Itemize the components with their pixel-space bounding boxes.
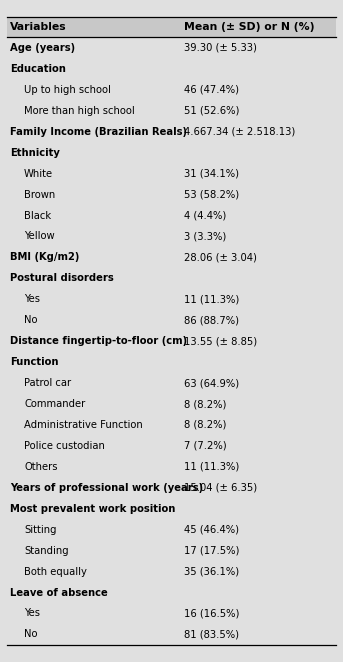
Text: Commander: Commander	[24, 399, 85, 409]
Text: 63 (64.9%): 63 (64.9%)	[184, 378, 239, 388]
Text: BMI (Kg/m2): BMI (Kg/m2)	[10, 252, 80, 262]
Text: 11 (11.3%): 11 (11.3%)	[184, 462, 239, 472]
Text: No: No	[24, 315, 37, 325]
Text: 81 (83.5%): 81 (83.5%)	[184, 630, 238, 639]
Text: Leave of absence: Leave of absence	[10, 588, 108, 598]
Text: 46 (47.4%): 46 (47.4%)	[184, 85, 238, 95]
Text: Brown: Brown	[24, 189, 55, 199]
Text: Years of professional work (years): Years of professional work (years)	[10, 483, 203, 493]
Text: 17 (17.5%): 17 (17.5%)	[184, 545, 239, 555]
Text: Standing: Standing	[24, 545, 69, 555]
Text: 7 (7.2%): 7 (7.2%)	[184, 441, 226, 451]
Text: Others: Others	[24, 462, 58, 472]
Text: Distance fingertip-to-floor (cm): Distance fingertip-to-floor (cm)	[10, 336, 187, 346]
Text: 45 (46.4%): 45 (46.4%)	[184, 525, 238, 535]
Text: 86 (88.7%): 86 (88.7%)	[184, 315, 238, 325]
Text: 4 (4.4%): 4 (4.4%)	[184, 211, 226, 220]
Text: Age (years): Age (years)	[10, 43, 75, 53]
Text: Function: Function	[10, 357, 59, 367]
Text: Police custodian: Police custodian	[24, 441, 105, 451]
Text: Education: Education	[10, 64, 66, 74]
Text: Yellow: Yellow	[24, 232, 55, 242]
Text: 16 (16.5%): 16 (16.5%)	[184, 608, 239, 618]
Text: Family Income (Brazilian Reals): Family Income (Brazilian Reals)	[10, 126, 187, 137]
Text: Patrol car: Patrol car	[24, 378, 71, 388]
Text: More than high school: More than high school	[24, 106, 135, 116]
Text: Variables: Variables	[10, 22, 67, 32]
Text: White: White	[24, 169, 53, 179]
Text: 39.30 (± 5.33): 39.30 (± 5.33)	[184, 43, 256, 53]
Text: Most prevalent work position: Most prevalent work position	[10, 504, 176, 514]
Text: 11 (11.3%): 11 (11.3%)	[184, 295, 239, 305]
Text: 53 (58.2%): 53 (58.2%)	[184, 189, 239, 199]
Bar	[7, 17, 336, 38]
Text: 35 (36.1%): 35 (36.1%)	[184, 567, 239, 577]
Text: 8 (8.2%): 8 (8.2%)	[184, 399, 226, 409]
Text: Yes: Yes	[24, 295, 40, 305]
Text: Mean (± SD) or N (%): Mean (± SD) or N (%)	[184, 22, 314, 32]
Text: 15.04 (± 6.35): 15.04 (± 6.35)	[184, 483, 257, 493]
Text: 8 (8.2%): 8 (8.2%)	[184, 420, 226, 430]
Text: Black: Black	[24, 211, 51, 220]
Text: Ethnicity: Ethnicity	[10, 148, 60, 158]
Text: 3 (3.3%): 3 (3.3%)	[184, 232, 226, 242]
Text: Sitting: Sitting	[24, 525, 57, 535]
Text: 4.667.34 (± 2.518.13): 4.667.34 (± 2.518.13)	[184, 126, 295, 137]
Text: 51 (52.6%): 51 (52.6%)	[184, 106, 239, 116]
Text: 31 (34.1%): 31 (34.1%)	[184, 169, 238, 179]
Text: Postural disorders: Postural disorders	[10, 273, 114, 283]
Text: 13.55 (± 8.85): 13.55 (± 8.85)	[184, 336, 257, 346]
Text: Yes: Yes	[24, 608, 40, 618]
Text: Up to high school: Up to high school	[24, 85, 111, 95]
Text: Administrative Function: Administrative Function	[24, 420, 143, 430]
Text: 28.06 (± 3.04): 28.06 (± 3.04)	[184, 252, 256, 262]
Text: No: No	[24, 630, 37, 639]
Text: Both equally: Both equally	[24, 567, 87, 577]
